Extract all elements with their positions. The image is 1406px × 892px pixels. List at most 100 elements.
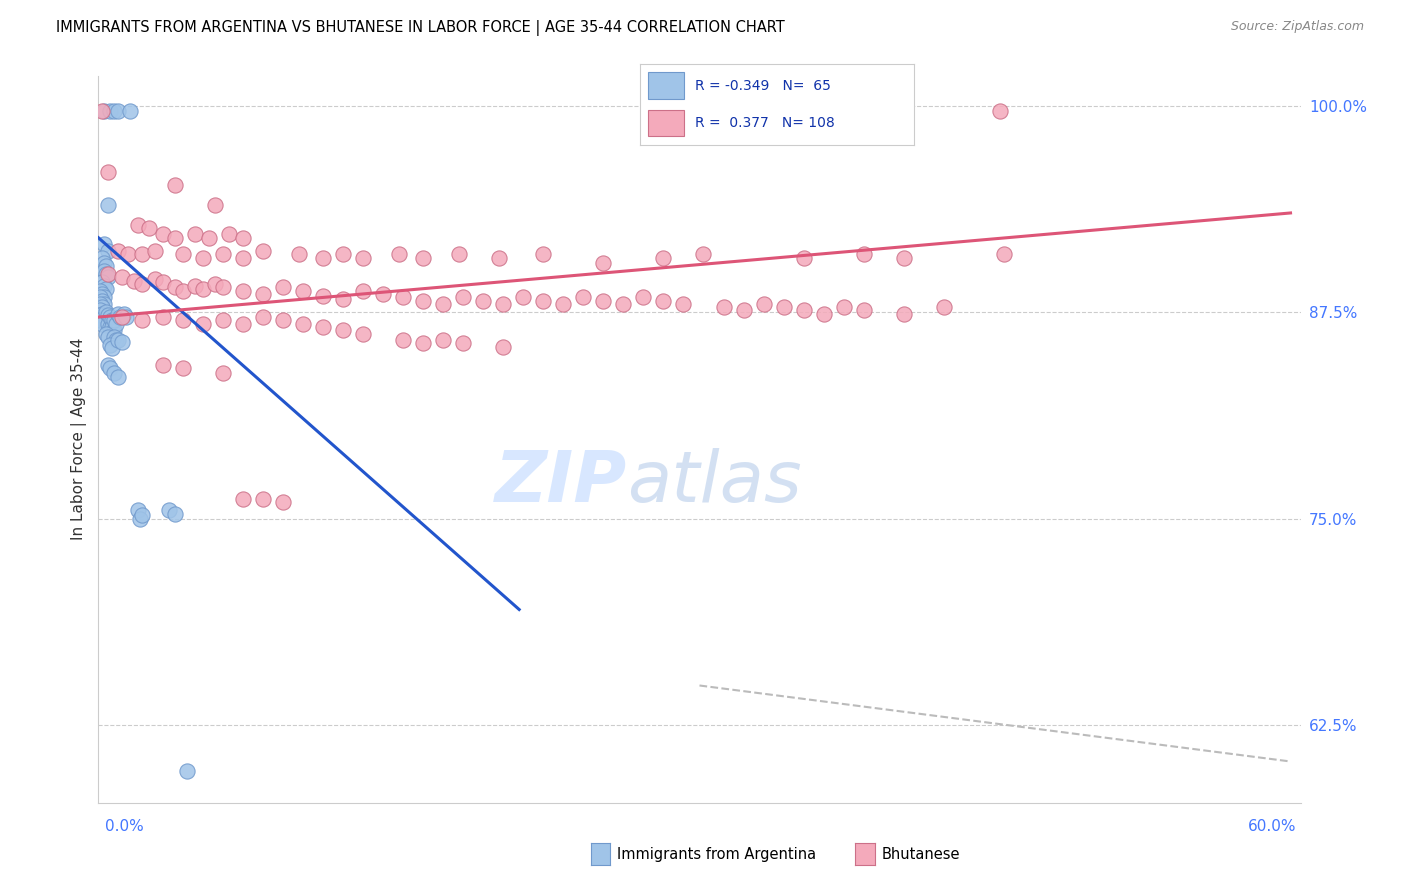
Point: [352, 326, 374, 341]
Point: [451, 290, 474, 304]
Point: [128, 503, 150, 517]
Point: [100, 103, 122, 118]
Point: [91, 287, 114, 301]
Text: 0.0%: 0.0%: [105, 820, 145, 834]
Point: [652, 251, 675, 265]
Point: [852, 247, 875, 261]
Point: [103, 330, 125, 344]
Point: [371, 287, 394, 301]
Point: [89, 309, 111, 323]
Point: [252, 491, 274, 506]
Point: [131, 313, 153, 327]
Point: [107, 369, 129, 384]
Point: [163, 178, 186, 192]
Point: [131, 508, 153, 523]
Point: [152, 227, 174, 242]
Point: [97, 270, 120, 285]
Point: [932, 300, 955, 314]
Point: [633, 290, 655, 304]
Point: [131, 277, 153, 291]
Point: [183, 278, 205, 293]
Point: [752, 297, 775, 311]
Text: atlas: atlas: [627, 449, 801, 517]
Point: [111, 310, 134, 324]
Point: [97, 358, 120, 372]
Point: [107, 307, 129, 321]
Point: [105, 333, 128, 347]
Point: [447, 247, 470, 261]
Point: [232, 231, 254, 245]
Point: [252, 244, 274, 258]
Point: [91, 276, 114, 290]
Point: [772, 300, 794, 314]
Point: [211, 313, 233, 327]
Point: [124, 274, 146, 288]
Point: [733, 303, 755, 318]
Point: [97, 164, 120, 178]
Point: [252, 310, 274, 324]
Point: [176, 764, 198, 779]
Point: [91, 251, 114, 265]
Point: [412, 251, 434, 265]
Point: [312, 320, 335, 334]
Point: [813, 307, 835, 321]
Point: [89, 284, 111, 298]
Point: [271, 313, 294, 327]
Point: [129, 511, 152, 525]
Point: [97, 330, 120, 344]
Y-axis label: In Labor Force | Age 35-44: In Labor Force | Age 35-44: [72, 338, 87, 541]
Point: [93, 237, 115, 252]
Point: [312, 288, 335, 302]
Point: [232, 284, 254, 298]
Point: [512, 290, 534, 304]
Point: [183, 227, 205, 242]
Point: [492, 297, 515, 311]
Point: [893, 307, 915, 321]
Point: [97, 244, 120, 258]
Text: Immigrants from Argentina: Immigrants from Argentina: [617, 847, 817, 862]
Point: [89, 313, 111, 327]
Point: [388, 247, 411, 261]
Point: [352, 251, 374, 265]
Point: [312, 251, 335, 265]
Point: [652, 293, 675, 308]
Point: [107, 244, 129, 258]
Point: [103, 103, 125, 118]
Point: [131, 247, 153, 261]
Point: [96, 305, 118, 319]
Point: [352, 284, 374, 298]
Point: [152, 276, 174, 290]
Point: [101, 342, 124, 356]
Point: [172, 284, 194, 298]
Point: [100, 310, 122, 324]
Text: 60.0%: 60.0%: [1249, 820, 1296, 834]
Point: [96, 259, 118, 273]
Text: Source: ZipAtlas.com: Source: ZipAtlas.com: [1230, 20, 1364, 33]
Point: [128, 218, 150, 232]
Point: [89, 297, 111, 311]
Point: [612, 297, 634, 311]
Point: [172, 313, 194, 327]
Text: IMMIGRANTS FROM ARGENTINA VS BHUTANESE IN LABOR FORCE | AGE 35-44 CORRELATION CH: IMMIGRANTS FROM ARGENTINA VS BHUTANESE I…: [56, 20, 785, 36]
Point: [93, 264, 115, 278]
Point: [93, 297, 115, 311]
Point: [111, 334, 134, 349]
Point: [143, 272, 166, 286]
Point: [97, 317, 120, 331]
Point: [96, 326, 118, 341]
Point: [110, 310, 132, 324]
Point: [93, 278, 115, 293]
Text: Bhutanese: Bhutanese: [882, 847, 960, 862]
Point: [191, 282, 214, 296]
Point: [93, 290, 115, 304]
Point: [271, 495, 294, 509]
Point: [191, 317, 214, 331]
Point: [291, 317, 314, 331]
Text: R =  0.377   N= 108: R = 0.377 N= 108: [695, 116, 834, 130]
Point: [91, 311, 114, 326]
Point: [204, 277, 226, 291]
Point: [100, 320, 122, 334]
Point: [232, 491, 254, 506]
Text: ZIP: ZIP: [495, 449, 627, 517]
Point: [107, 333, 129, 347]
